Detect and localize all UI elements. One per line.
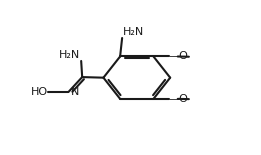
Text: HO: HO (31, 87, 48, 97)
Text: —O: —O (169, 51, 189, 62)
Text: H₂N: H₂N (122, 27, 144, 37)
Text: —O: —O (169, 94, 189, 104)
Text: H₂N: H₂N (59, 50, 80, 60)
Text: N: N (71, 87, 79, 97)
